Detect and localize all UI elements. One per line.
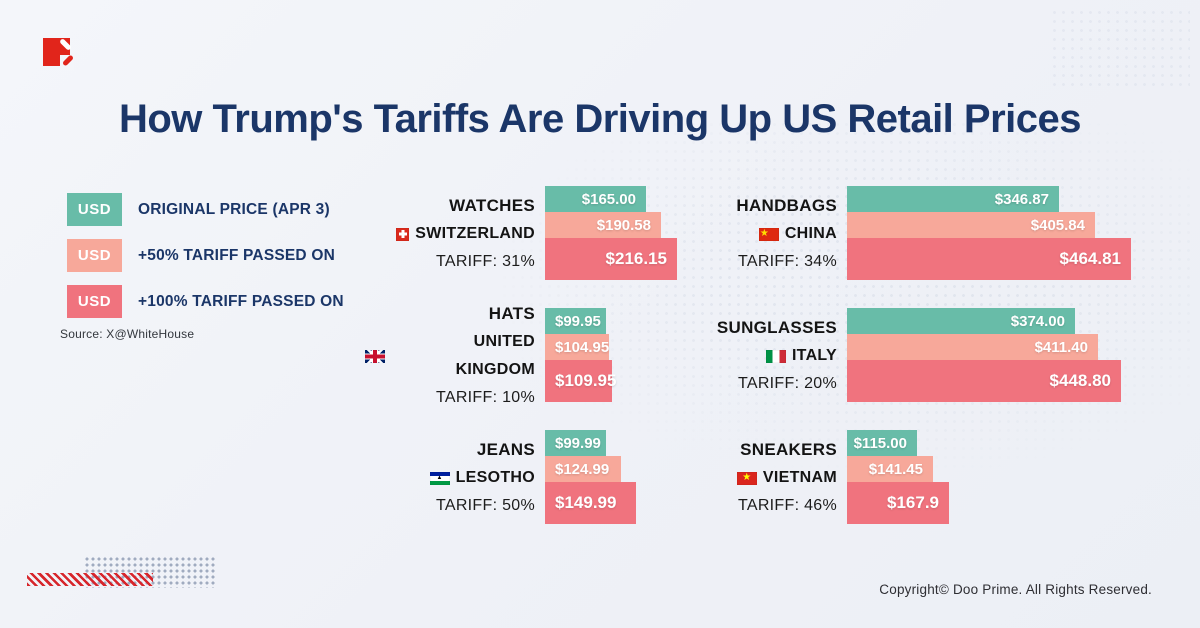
price-bar-tariff-50: $405.84	[847, 212, 1095, 238]
price-bar-tariff-100: $448.80	[847, 360, 1121, 402]
price-bar-tariff-100: $464.81	[847, 238, 1131, 280]
chart-group-hats: HATS UNITED KINGDOM TARIFF: 10% $99.95 $104.…	[365, 304, 616, 406]
legend-swatch: USD	[67, 239, 122, 272]
group-labels: JEANS ▲ LESOTHO TARIFF: 50%	[365, 430, 535, 524]
group-labels: SNEAKERS ★ VIETNAM TARIFF: 46%	[667, 430, 837, 524]
group-labels: HANDBAGS ★ CHINA TARIFF: 34%	[667, 186, 837, 280]
price-bar-tariff-50: $104.95	[545, 334, 609, 360]
legend-swatch: USD	[67, 193, 122, 226]
doo-prime-logo-icon	[43, 38, 75, 70]
legend-item-label: +50% TARIFF PASSED ON	[138, 246, 335, 264]
country-name: VIETNAM	[762, 469, 837, 486]
tariff-label: TARIFF: 31%	[435, 253, 535, 270]
price-bar-tariff-50: $124.99	[545, 456, 621, 482]
country-label: ★ CHINA	[667, 220, 837, 248]
price-bar-tariff-50: $411.40	[847, 334, 1098, 360]
legend-item: USD +100% TARIFF PASSED ON	[67, 285, 344, 318]
country-label: SWITZERLAND	[365, 220, 535, 248]
chart-group-sunglasses: SUNGLASSES ITALY TARIFF: 20% $374.00 $411.40…	[667, 308, 1121, 402]
price-bar-tariff-100: $216.15	[545, 238, 677, 280]
country-name: ITALY	[791, 347, 837, 364]
country-label: ★ VIETNAM	[667, 464, 837, 492]
price-bar-tariff-100: $109.95	[545, 360, 616, 402]
it-flag-icon	[765, 349, 786, 363]
product-label: HATS	[488, 304, 535, 323]
page-title: How Trump's Tariffs Are Driving Up US Re…	[118, 97, 1082, 141]
price-bar-tariff-100: $167.9	[847, 482, 949, 524]
country-name: CHINA	[784, 225, 837, 242]
tariff-label: TARIFF: 10%	[435, 389, 535, 406]
group-labels: WATCHES SWITZERLAND TARIFF: 31%	[365, 186, 535, 280]
source-note: Source: X@WhiteHouse	[60, 327, 195, 341]
corner-dots-pattern	[1050, 8, 1190, 88]
group-labels: HATS UNITED KINGDOM TARIFF: 10%	[365, 304, 535, 406]
group-bars: $165.00 $190.58 $216.15	[545, 186, 677, 280]
legend-swatch: USD	[67, 285, 122, 318]
product-label: HANDBAGS	[736, 196, 837, 215]
group-bars: $346.87 $405.84 $464.81	[847, 186, 1131, 280]
group-labels: SUNGLASSES ITALY TARIFF: 20%	[667, 308, 837, 402]
group-bars: $99.99 $124.99 $149.99	[545, 430, 636, 524]
legend-item: USD +50% TARIFF PASSED ON	[67, 239, 344, 272]
tariff-label: TARIFF: 46%	[737, 497, 837, 514]
chart-group-sneakers: SNEAKERS ★ VIETNAM TARIFF: 46% $115.00 $141.4…	[667, 430, 949, 524]
chart-group-handbags: HANDBAGS ★ CHINA TARIFF: 34% $346.87 $405.84 $…	[667, 186, 1131, 280]
ch-flag-icon	[396, 227, 410, 241]
tariff-label: TARIFF: 34%	[737, 253, 837, 270]
world-map-dots-pattern	[500, 120, 1190, 470]
red-stripe-decoration	[27, 573, 153, 586]
price-bar-tariff-50: $190.58	[545, 212, 661, 238]
price-bar-original: $99.99	[545, 430, 606, 456]
product-label: SUNGLASSES	[716, 318, 837, 337]
country-label: ITALY	[667, 342, 837, 370]
cn-flag-icon: ★	[758, 227, 779, 241]
ls-flag-icon: ▲	[429, 471, 450, 485]
country-label: UNITED KINGDOM	[365, 328, 535, 384]
country-name: LESOTHO	[455, 469, 535, 486]
price-bar-original: $346.87	[847, 186, 1059, 212]
copyright-note: Copyright© Doo Prime. All Rights Reserve…	[879, 582, 1152, 597]
price-bar-original: $99.95	[545, 308, 606, 334]
country-name: UNITED KINGDOM	[455, 333, 535, 378]
price-bar-tariff-100: $149.99	[545, 482, 636, 524]
product-label: SNEAKERS	[740, 440, 837, 459]
legend-item: USD ORIGINAL PRICE (APR 3)	[67, 193, 344, 226]
price-bar-original: $374.00	[847, 308, 1075, 334]
price-bar-original: $165.00	[545, 186, 646, 212]
price-bar-tariff-50: $141.45	[847, 456, 933, 482]
country-name: SWITZERLAND	[415, 225, 535, 242]
legend-item-label: ORIGINAL PRICE (APR 3)	[138, 200, 330, 218]
legend-item-label: +100% TARIFF PASSED ON	[138, 292, 344, 310]
chart-group-jeans: JEANS ▲ LESOTHO TARIFF: 50% $99.99 $124.99 $14…	[365, 430, 636, 524]
chart-group-watches: WATCHES SWITZERLAND TARIFF: 31% $165.00 $190…	[365, 186, 677, 280]
tariff-label: TARIFF: 50%	[435, 497, 535, 514]
group-bars: $115.00 $141.45 $167.9	[847, 430, 949, 524]
vn-flag-icon: ★	[736, 471, 757, 485]
country-label: ▲ LESOTHO	[365, 464, 535, 492]
uk-flag-icon	[365, 349, 385, 363]
product-label: WATCHES	[449, 196, 535, 215]
product-label: JEANS	[476, 440, 535, 459]
group-bars: $374.00 $411.40 $448.80	[847, 308, 1121, 402]
legend: USD ORIGINAL PRICE (APR 3) USD +50% TARIFF …	[67, 193, 344, 331]
price-bar-original: $115.00	[847, 430, 917, 456]
tariff-label: TARIFF: 20%	[737, 375, 837, 392]
group-bars: $99.95 $104.95 $109.95	[545, 308, 616, 402]
